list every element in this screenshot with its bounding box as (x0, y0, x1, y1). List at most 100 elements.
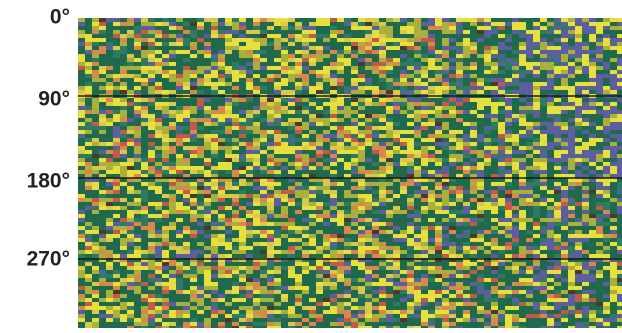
texture-cell (484, 86, 491, 90)
texture-cell (561, 62, 568, 66)
texture-cell (610, 170, 617, 174)
texture-cell (190, 54, 197, 58)
texture-cell (582, 202, 589, 206)
texture-cell (302, 158, 309, 162)
texture-cell (582, 98, 589, 102)
texture-cell (407, 246, 414, 250)
texture-cell (316, 18, 323, 22)
texture-cell (113, 134, 120, 138)
texture-cell (358, 34, 365, 38)
texture-cell (484, 38, 491, 42)
texture-cell (484, 250, 491, 254)
texture-cell (113, 178, 120, 182)
texture-cell (113, 174, 120, 178)
texture-cell (302, 202, 309, 206)
texture-cell (211, 254, 218, 258)
texture-cell (225, 254, 232, 258)
texture-cell (407, 34, 414, 38)
texture-cell (155, 154, 162, 158)
texture-cell (218, 42, 225, 46)
texture-cell (288, 110, 295, 114)
texture-cell (274, 174, 281, 178)
texture-cell (477, 254, 484, 258)
texture-cell (260, 246, 267, 250)
texture-cell (526, 206, 533, 210)
texture-cell (302, 234, 309, 238)
texture-cell (491, 122, 498, 126)
texture-cell (155, 70, 162, 74)
texture-cell (393, 142, 400, 146)
texture-cell (477, 98, 484, 102)
texture-cell (113, 102, 120, 106)
texture-cell (575, 114, 582, 118)
texture-cell (603, 98, 610, 102)
texture-cell (379, 266, 386, 270)
texture-cell (316, 38, 323, 42)
texture-cell (260, 142, 267, 146)
texture-cell (372, 266, 379, 270)
texture-cell (582, 270, 589, 274)
texture-cell (568, 118, 575, 122)
texture-cell (414, 38, 421, 42)
texture-cell (85, 22, 92, 26)
texture-cell (519, 18, 526, 22)
texture-cell (127, 70, 134, 74)
texture-cell (176, 198, 183, 202)
texture-cell (456, 126, 463, 130)
texture-cell (225, 130, 232, 134)
texture-cell (393, 90, 400, 94)
texture-cell (316, 30, 323, 34)
texture-cell (477, 110, 484, 114)
texture-cell (582, 90, 589, 94)
texture-cell (456, 202, 463, 206)
texture-cell (491, 170, 498, 174)
texture-cell (99, 74, 106, 78)
texture-cell (190, 70, 197, 74)
texture-cell (470, 38, 477, 42)
texture-cell (204, 102, 211, 106)
texture-cell (92, 266, 99, 270)
texture-cell (85, 274, 92, 278)
texture-cell (99, 54, 106, 58)
texture-cell (204, 230, 211, 234)
texture-cell (561, 182, 568, 186)
texture-cell (267, 142, 274, 146)
texture-cell (337, 246, 344, 250)
texture-cell (225, 190, 232, 194)
texture-cell (582, 50, 589, 54)
texture-cell (78, 138, 85, 142)
texture-cell (274, 82, 281, 86)
texture-cell (288, 90, 295, 94)
texture-cell (617, 202, 622, 206)
texture-cell (414, 46, 421, 50)
texture-cell (575, 230, 582, 234)
texture-cell (505, 18, 512, 22)
texture-cell (162, 74, 169, 78)
texture-cell (596, 114, 603, 118)
texture-cell (260, 50, 267, 54)
texture-cell (533, 238, 540, 242)
texture-cell (127, 162, 134, 166)
texture-cell (78, 38, 85, 42)
texture-cell (239, 78, 246, 82)
texture-cell (309, 230, 316, 234)
texture-cell (246, 134, 253, 138)
texture-cell (288, 22, 295, 26)
texture-cell (337, 50, 344, 54)
texture-cell (589, 186, 596, 190)
texture-cell (113, 258, 120, 262)
texture-cell (176, 42, 183, 46)
texture-cell (365, 82, 372, 86)
texture-cell (442, 266, 449, 270)
texture-cell (190, 258, 197, 262)
texture-cell (169, 262, 176, 266)
texture-cell (134, 266, 141, 270)
texture-cell (449, 266, 456, 270)
texture-cell (113, 22, 120, 26)
texture-cell (561, 226, 568, 230)
texture-cell (582, 118, 589, 122)
texture-cell (603, 246, 610, 250)
texture-cell (148, 222, 155, 226)
texture-cell (253, 122, 260, 126)
texture-cell (351, 206, 358, 210)
